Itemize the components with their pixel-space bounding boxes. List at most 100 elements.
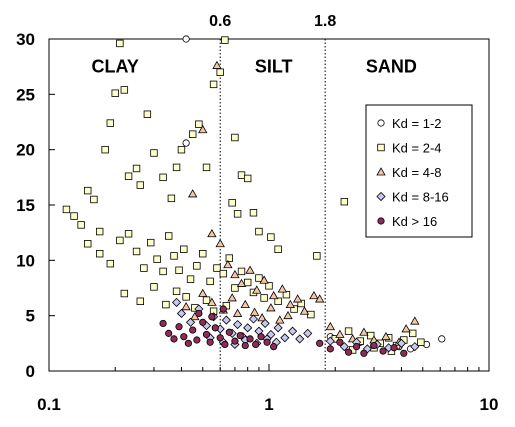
point-kd-8-16 bbox=[171, 297, 182, 307]
point-kd-2-4 bbox=[221, 36, 229, 44]
point-kd-16 bbox=[379, 347, 387, 355]
y-tick-label: 10 bbox=[16, 251, 35, 270]
point-kd-8-16 bbox=[303, 328, 313, 338]
point-kd-16 bbox=[221, 340, 229, 349]
point-kd-16 bbox=[184, 339, 192, 347]
point-kd-16 bbox=[257, 333, 265, 341]
x-tick-label: 1 bbox=[264, 395, 273, 414]
point-kd-8-16 bbox=[325, 336, 335, 346]
point-kd-2-4 bbox=[150, 283, 158, 291]
point-kd-2-4 bbox=[195, 120, 203, 128]
point-kd-16 bbox=[231, 337, 239, 345]
point-kd-2-4 bbox=[95, 227, 104, 236]
point-kd-4-8 bbox=[309, 290, 319, 300]
point-kd-2-4 bbox=[202, 296, 211, 304]
point-kd-16 bbox=[252, 340, 260, 349]
point-kd-16 bbox=[219, 305, 227, 313]
point-kd-4-8 bbox=[275, 315, 285, 324]
point-kd-4-8 bbox=[277, 284, 288, 293]
legend-marker bbox=[377, 217, 385, 225]
point-kd-4-8 bbox=[335, 329, 345, 338]
point-kd-4-8 bbox=[198, 288, 208, 297]
point-kd-8-16 bbox=[260, 318, 270, 328]
legend-label: Kd = 8-16 bbox=[392, 190, 449, 205]
point-kd-16 bbox=[170, 335, 178, 343]
point-kd-4-8 bbox=[240, 299, 250, 309]
point-kd-2-4 bbox=[140, 264, 148, 272]
point-kd-4-8 bbox=[198, 124, 208, 134]
point-kd-2-4 bbox=[124, 172, 133, 180]
point-kd-16 bbox=[370, 341, 378, 350]
y-tick-label: 25 bbox=[16, 85, 35, 104]
point-kd-16 bbox=[344, 348, 353, 356]
point-kd-2-4 bbox=[136, 297, 144, 305]
point-kd-2-4 bbox=[77, 221, 85, 229]
point-kd-4-8 bbox=[299, 306, 310, 315]
point-kd-16 bbox=[336, 338, 344, 346]
point-kd-2-4 bbox=[213, 264, 221, 272]
legend-label: Kd > 16 bbox=[392, 214, 437, 229]
point-kd-8-16 bbox=[176, 308, 187, 319]
point-kd-8-16 bbox=[280, 333, 290, 343]
point-kd-2-4 bbox=[132, 164, 141, 173]
point-kd-4-8 bbox=[401, 324, 411, 333]
point-kd-2-4 bbox=[243, 278, 252, 287]
point-kd-4-8 bbox=[181, 302, 191, 311]
point-kd-8-16 bbox=[185, 317, 196, 327]
point-kd-2-4 bbox=[202, 163, 211, 172]
y-tick-label: 20 bbox=[16, 141, 35, 160]
point-kd-8-16 bbox=[295, 334, 305, 344]
point-kd-2-4 bbox=[180, 245, 188, 253]
legend-marker bbox=[377, 143, 385, 152]
point-kd-2-4 bbox=[265, 282, 273, 290]
y-tick-label: 30 bbox=[16, 30, 35, 49]
point-kd-2-4 bbox=[150, 149, 158, 157]
point-kd-2-4 bbox=[249, 209, 258, 217]
point-kd-2-4 bbox=[243, 174, 252, 183]
point-kd-2-4 bbox=[132, 247, 141, 256]
point-kd-16 bbox=[246, 335, 254, 343]
point-kd-2-4 bbox=[90, 195, 98, 204]
point-kd-2-4 bbox=[297, 299, 305, 308]
point-kd-16 bbox=[326, 345, 334, 353]
point-kd-2-4 bbox=[199, 249, 207, 258]
data-points bbox=[62, 35, 446, 357]
legend-label: Kd = 4-8 bbox=[392, 165, 442, 180]
point-kd-2-4 bbox=[206, 277, 214, 286]
point-kd-4-8 bbox=[268, 290, 279, 300]
point-kd-2-4 bbox=[147, 238, 155, 247]
point-kd-2-4 bbox=[282, 290, 291, 299]
chart-labels: 0 5 10 15 20 25 30 0.1 1 10 0.6 1.8 CLAY SILT SAND bbox=[16, 13, 498, 414]
point-kd-16 bbox=[263, 338, 271, 346]
point-kd-2-4 bbox=[231, 133, 239, 142]
legend-label: Kd = 1-2 bbox=[392, 116, 442, 131]
legend-marker bbox=[376, 167, 386, 176]
point-kd-2-4 bbox=[290, 305, 298, 313]
point-kd-2-4 bbox=[260, 294, 268, 302]
point-kd-4-8 bbox=[227, 293, 237, 302]
point-kd-2-4 bbox=[172, 287, 181, 296]
point-kd-4-8 bbox=[236, 278, 247, 287]
point-kd-1-2 bbox=[182, 35, 190, 43]
point-kd-4-8 bbox=[212, 60, 222, 69]
legend: Kd = 1-2 Kd = 2-4 Kd = 4-8 Kd = 8-16 Kd > 16 bbox=[365, 104, 473, 238]
point-kd-4-8 bbox=[223, 259, 233, 269]
point-kd-2-4 bbox=[175, 266, 183, 274]
x-tick-label: 0.1 bbox=[37, 395, 61, 414]
point-kd-4-8 bbox=[325, 321, 336, 331]
point-kd-2-4 bbox=[344, 327, 353, 335]
legend-label: Kd = 2-4 bbox=[392, 141, 442, 156]
point-kd-2-4 bbox=[193, 262, 201, 270]
point-kd-2-4 bbox=[136, 181, 144, 189]
zone-label: SILT bbox=[255, 57, 293, 77]
point-kd-16 bbox=[216, 334, 224, 342]
point-kd-2-4 bbox=[177, 145, 186, 154]
point-kd-4-8 bbox=[259, 275, 269, 284]
point-kd-16 bbox=[159, 319, 167, 328]
point-kd-2-4 bbox=[101, 145, 109, 154]
point-kd-2-4 bbox=[111, 89, 119, 97]
point-kd-2-4 bbox=[159, 173, 167, 182]
point-kd-2-4 bbox=[84, 240, 92, 248]
point-kd-2-4 bbox=[164, 232, 173, 240]
point-kd-1-2 bbox=[438, 335, 446, 343]
